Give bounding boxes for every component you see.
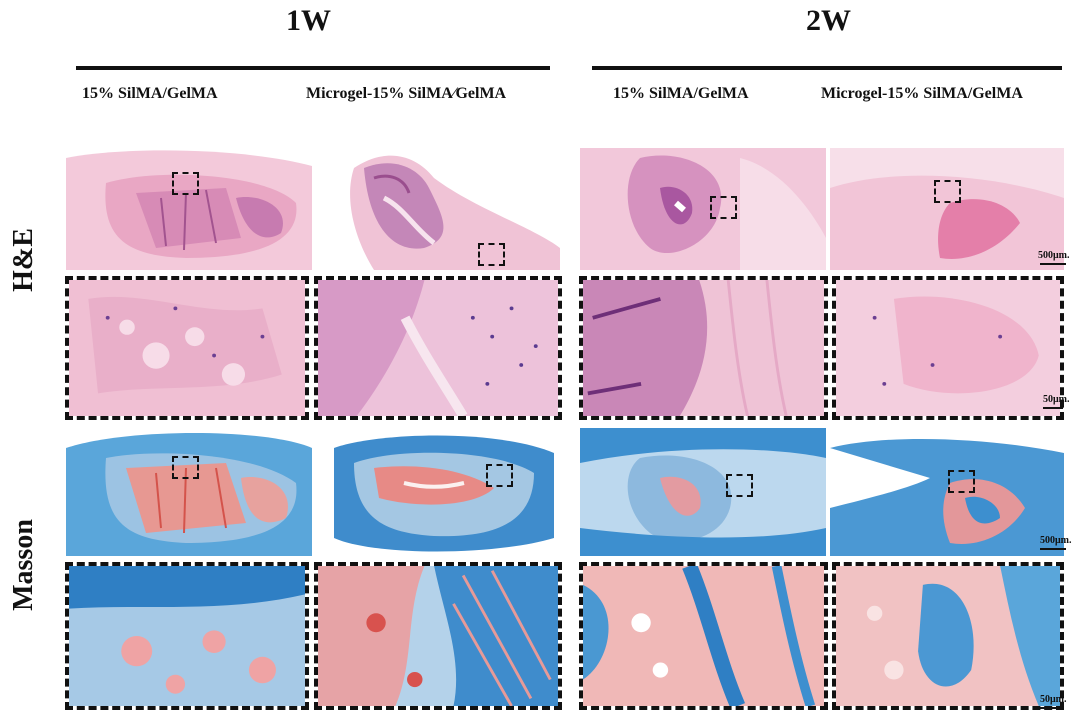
he-overview-2w-silma xyxy=(580,148,826,270)
masson-zoom-scale-label: 50μm. xyxy=(1040,694,1067,705)
masson-zoom-2w-silma xyxy=(579,562,828,710)
he-zoom-scale-bar xyxy=(1043,407,1063,409)
he-overview-1w-silma xyxy=(66,148,312,270)
he-roi-box-2 xyxy=(478,243,505,266)
masson-roi-box-3 xyxy=(726,474,753,497)
masson-overview-scale-label: 500μm. xyxy=(1040,535,1072,546)
he-overview-scale-bar xyxy=(1040,263,1066,265)
masson-zoom-2w-microgel xyxy=(832,562,1064,710)
week-1-label: 1W xyxy=(286,4,331,37)
masson-zoom-scale-bar xyxy=(1040,707,1060,709)
masson-zoom-1w-microgel xyxy=(314,562,562,710)
row-label-he: H&E xyxy=(8,228,39,292)
he-zoom-2w-silma xyxy=(579,276,828,420)
masson-roi-box-2 xyxy=(486,464,513,487)
he-zoom-1w-silma xyxy=(65,276,309,420)
column-header-4: Microgel-15% SilMA/GelMA xyxy=(821,85,1023,102)
masson-overview-2w-microgel xyxy=(830,428,1064,556)
he-overview-scale-label: 500μm. xyxy=(1038,250,1070,261)
masson-overview-2w-silma xyxy=(580,428,826,556)
row-label-masson: Masson xyxy=(8,519,39,611)
masson-zoom-1w-silma xyxy=(65,562,309,710)
he-zoom-2w-microgel xyxy=(832,276,1064,420)
masson-roi-box-4 xyxy=(948,470,975,493)
week-2-label: 2W xyxy=(806,4,851,37)
week-1-rule xyxy=(76,66,550,70)
he-zoom-1w-microgel xyxy=(314,276,562,420)
he-overview-1w-microgel xyxy=(314,148,560,270)
masson-overview-1w-microgel xyxy=(314,428,560,556)
he-roi-box-1 xyxy=(172,172,199,195)
masson-roi-box-1 xyxy=(172,456,199,479)
column-header-2: Microgel-15% SilMA∕GelMA xyxy=(306,85,507,102)
masson-overview-1w-silma xyxy=(66,428,312,556)
masson-overview-scale-bar xyxy=(1040,548,1066,550)
column-header-1: 15% SilMA/GelMA xyxy=(82,85,218,102)
he-roi-box-4 xyxy=(934,180,961,203)
he-overview-2w-microgel xyxy=(830,148,1064,270)
column-header-3: 15% SilMA/GelMA xyxy=(613,85,749,102)
he-roi-box-3 xyxy=(710,196,737,219)
week-2-rule xyxy=(592,66,1062,70)
he-zoom-scale-label: 50μm. xyxy=(1043,394,1070,405)
